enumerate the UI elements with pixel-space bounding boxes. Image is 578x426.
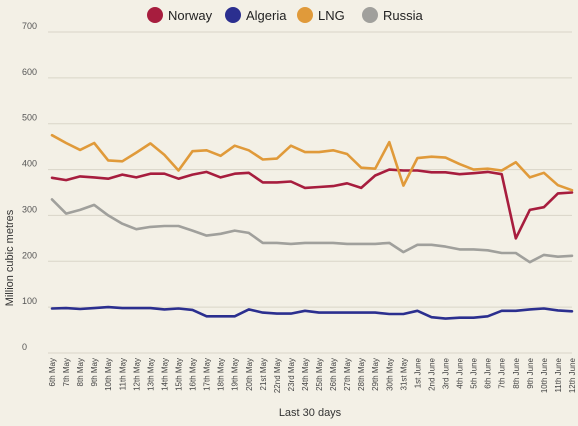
legend-swatch <box>297 7 313 23</box>
y-tick-label: 400 <box>22 159 37 169</box>
x-tick-label: 25th May <box>315 358 324 391</box>
x-tick-label: 3rd June <box>442 357 451 389</box>
x-tick-label: 6th May <box>48 358 57 386</box>
legend-item-norway[interactable]: Norway <box>147 7 213 23</box>
y-tick-label: 300 <box>22 204 37 214</box>
x-tick-label: 24th May <box>301 358 310 391</box>
x-tick-label: 15th May <box>174 358 183 391</box>
x-tick-label: 27th May <box>343 358 352 391</box>
x-tick-label: 11th May <box>118 358 127 390</box>
y-tick-label: 700 <box>22 21 37 31</box>
legend-label: LNG <box>318 8 345 23</box>
legend: Norway Algeria LNG Russia <box>147 7 424 23</box>
series-line-lng <box>50 133 574 192</box>
x-tick-label: 29th May <box>371 358 380 391</box>
y-tick-label: 100 <box>22 296 37 306</box>
x-tick-label: 8th June <box>512 357 521 388</box>
legend-swatch <box>147 7 163 23</box>
x-tick-label: 12th June <box>568 357 577 393</box>
x-tick-label: 14th May <box>160 358 169 391</box>
x-tick-label: 9th June <box>526 357 535 388</box>
y-tick-label: 200 <box>22 250 37 260</box>
x-tick-label: 26th May <box>329 358 338 391</box>
x-tick-label: 19th May <box>231 358 240 391</box>
series-line-norway <box>50 168 574 240</box>
x-tick-label: 7th May <box>62 358 71 386</box>
x-tick-label: 10th May <box>104 358 113 391</box>
x-tick-label: 7th June <box>498 357 507 388</box>
y-tick-label: 0 <box>22 342 27 352</box>
x-tick-label: 12th May <box>132 358 141 391</box>
y-tick-label: 600 <box>22 67 37 77</box>
x-tick-label: 11th June <box>554 357 563 392</box>
x-tick-label: 5th June <box>470 357 479 388</box>
legend-swatch <box>225 7 241 23</box>
series-line-russia <box>50 198 574 264</box>
legend-swatch <box>362 7 378 23</box>
legend-label: Algeria <box>246 8 287 23</box>
legend-label: Russia <box>383 8 424 23</box>
legend-item-algeria[interactable]: Algeria <box>225 7 287 23</box>
x-tick-label: 1st June <box>413 357 422 388</box>
x-tick-label: 9th May <box>90 358 99 386</box>
x-tick-label: 18th May <box>217 358 226 391</box>
x-tick-label: 31st May <box>399 358 408 390</box>
x-tick-label: 13th May <box>146 358 155 391</box>
x-tick-label: 17th May <box>203 358 212 391</box>
x-tick-label: 20th May <box>245 358 254 391</box>
x-tick-label: 8th May <box>76 358 85 386</box>
x-tick-label: 10th June <box>540 357 549 393</box>
x-tick-label: 28th May <box>357 358 366 391</box>
x-tick-label: 6th June <box>484 357 493 388</box>
x-tick-label: 30th May <box>385 358 394 391</box>
legend-item-lng[interactable]: LNG <box>297 7 345 23</box>
series-line-algeria <box>50 305 574 320</box>
series-lines <box>50 133 574 320</box>
x-tick-label: 4th June <box>456 357 465 388</box>
legend-item-russia[interactable]: Russia <box>362 7 424 23</box>
legend-label: Norway <box>168 8 213 23</box>
x-axis-title: Last 30 days <box>279 407 342 419</box>
x-axis-ticks: 6th May 7th May 8th May 9th May 10th May 11th… <box>48 357 577 393</box>
y-axis-ticks: 0 100 200 300 400 500 600 700 <box>22 21 37 352</box>
y-tick-label: 500 <box>22 113 37 123</box>
gridlines <box>48 31 572 354</box>
x-tick-label: 21st May <box>259 358 268 390</box>
y-axis-title: Million cubic metres <box>4 209 16 306</box>
x-tick-label: 22nd May <box>273 358 282 393</box>
x-tick-label: 23rd May <box>287 358 296 391</box>
x-tick-label: 2nd June <box>427 357 436 390</box>
x-tick-label: 16th May <box>189 358 198 391</box>
